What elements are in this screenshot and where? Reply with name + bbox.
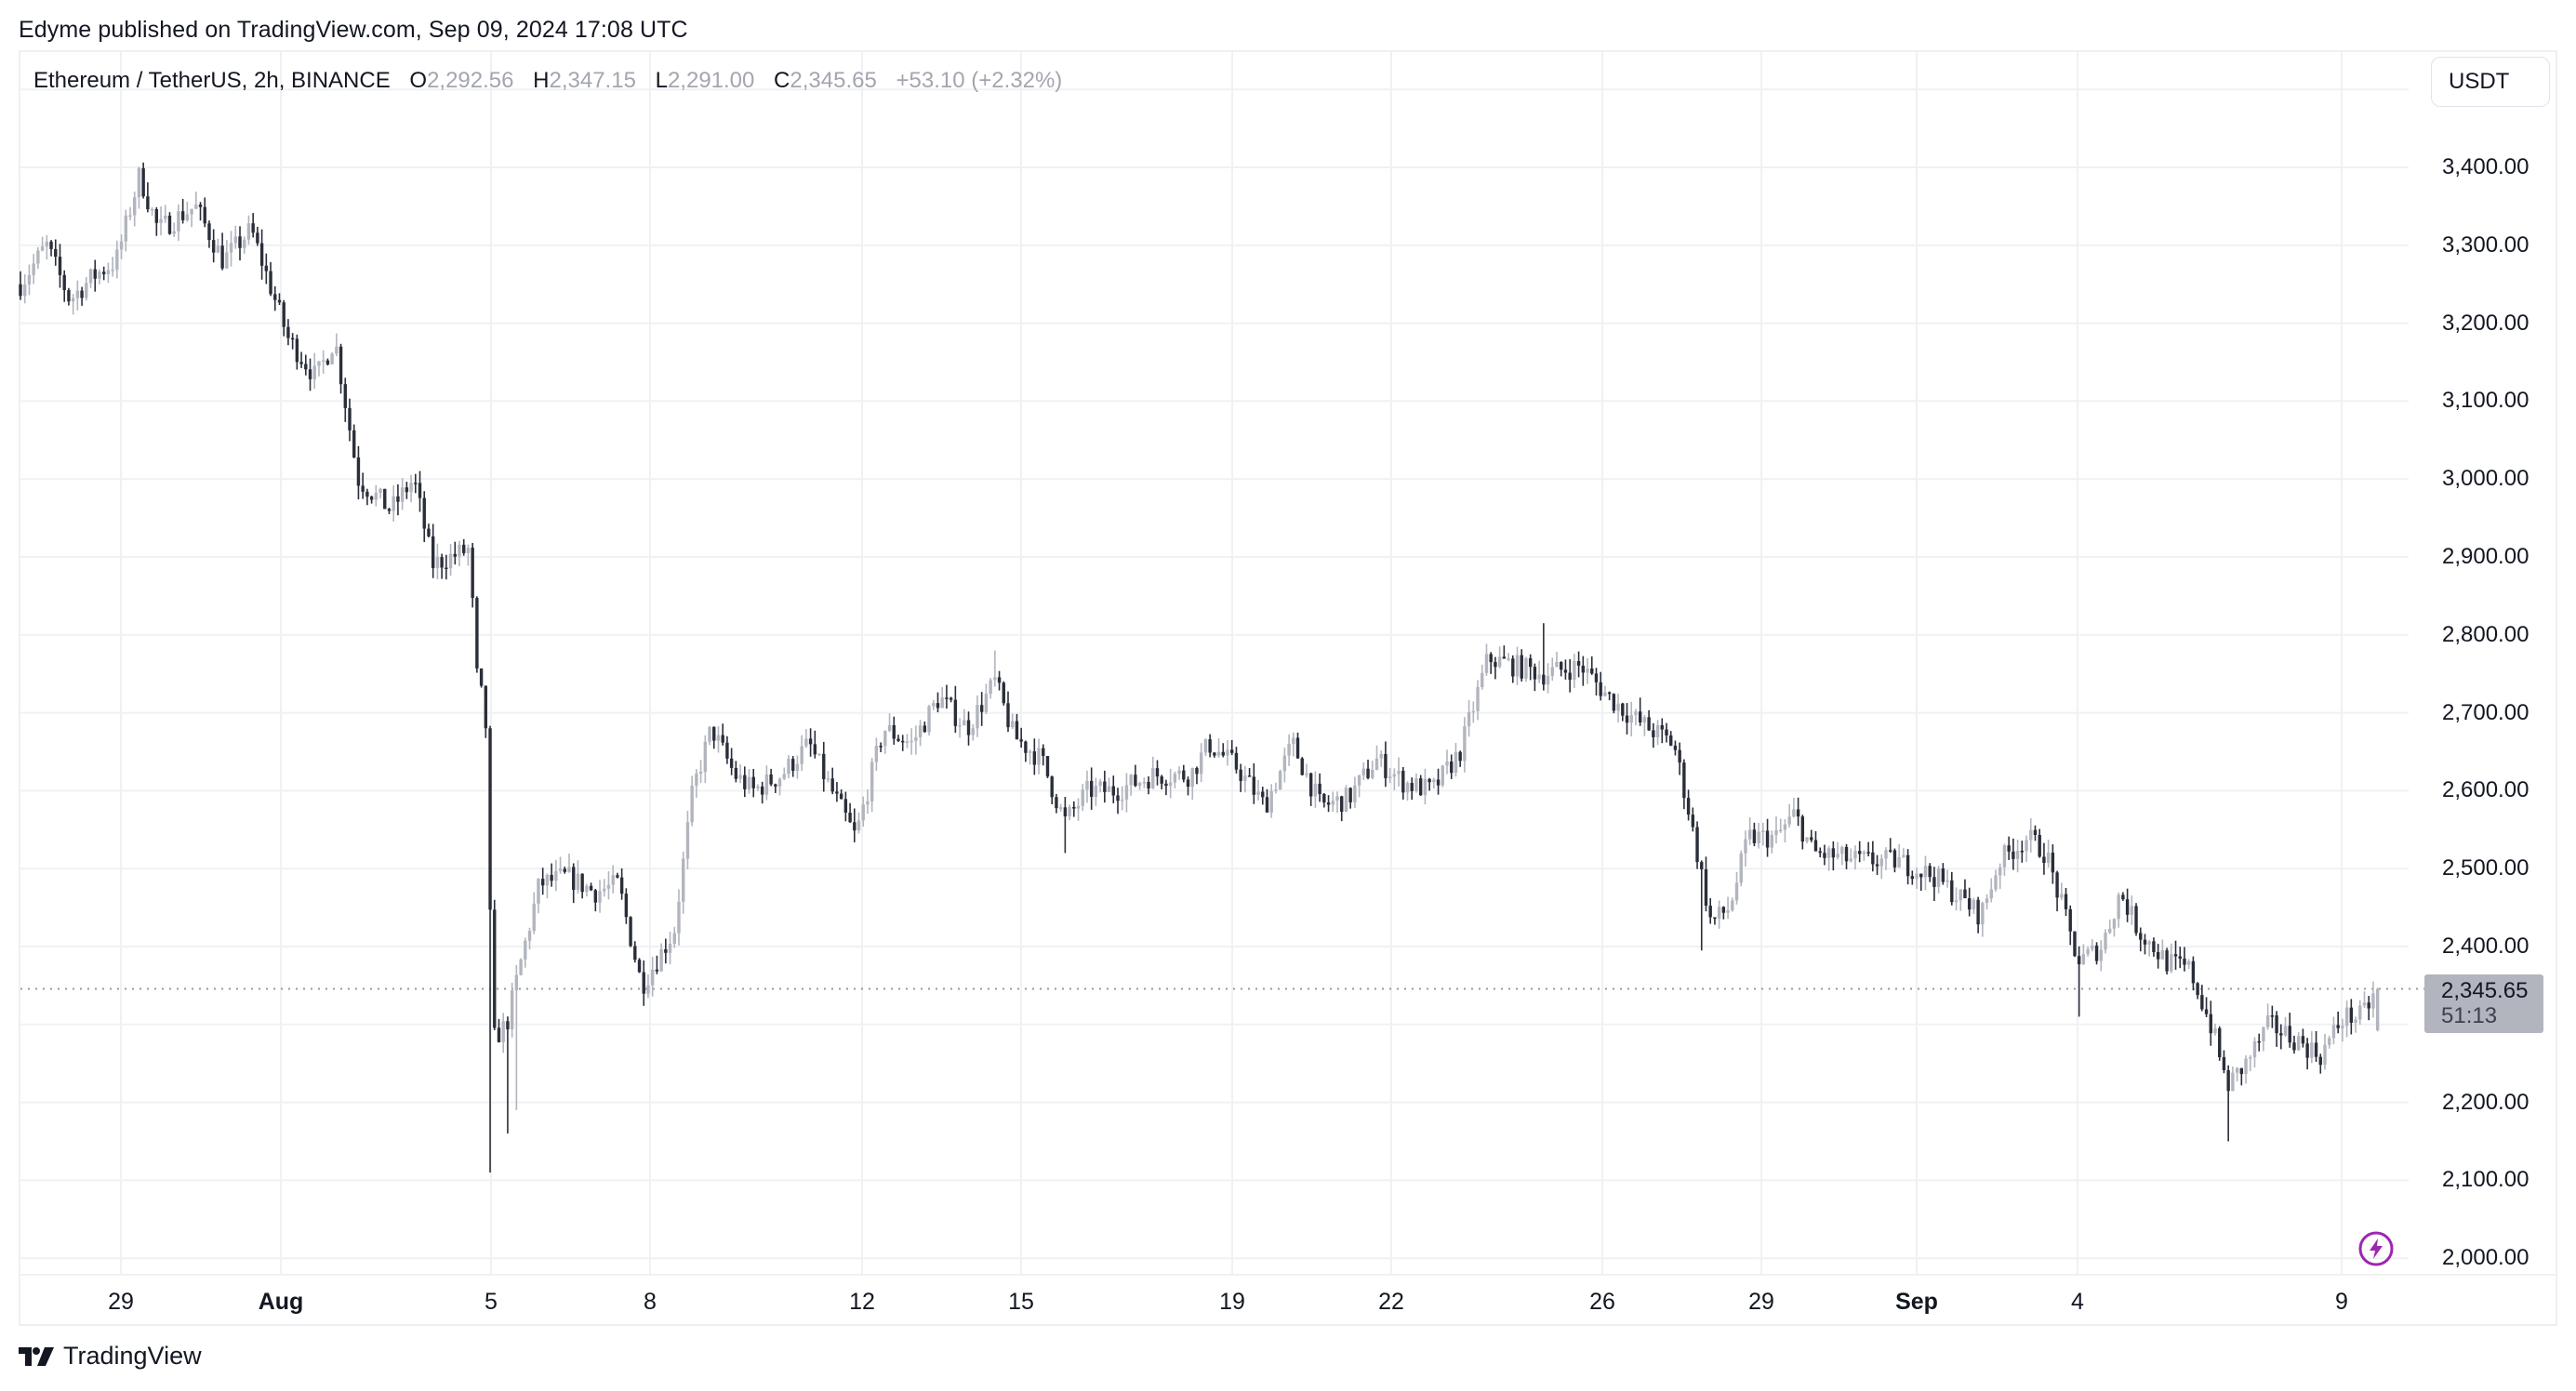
time-axis-label: 22 (1378, 1289, 1404, 1315)
last-price: 2,345.65 (2441, 978, 2529, 1003)
high-value: 2,347.15 (549, 68, 636, 93)
tradingview-logo-icon (19, 1346, 54, 1366)
close-value: 2,345.65 (790, 68, 877, 93)
time-axis-label: 4 (2071, 1289, 2084, 1315)
price-axis-label: 2,400.00 (2442, 934, 2530, 959)
price-axis-label: 2,600.00 (2442, 777, 2530, 803)
currency-button[interactable]: USDT (2431, 57, 2550, 107)
price-axis-label: 2,900.00 (2442, 544, 2530, 569)
price-axis-label: 3,200.00 (2442, 310, 2530, 336)
time-axis-label: 12 (849, 1289, 875, 1315)
price-axis-label: 3,100.00 (2442, 388, 2530, 414)
brand-name: TradingView (63, 1342, 202, 1370)
chart-frame (19, 50, 2557, 1326)
price-axis-label: 3,000.00 (2442, 466, 2530, 492)
time-axis-label: 29 (1748, 1289, 1774, 1315)
price-axis-label: 2,800.00 (2442, 621, 2530, 647)
time-axis-label: 9 (2335, 1289, 2348, 1315)
last-price-tag: 2,345.65 51:13 (2424, 974, 2543, 1033)
price-axis-label: 3,300.00 (2442, 232, 2530, 258)
price-axis-label: 2,700.00 (2442, 699, 2530, 725)
time-axis-label: 8 (644, 1289, 657, 1315)
price-axis-label: 3,400.00 (2442, 154, 2530, 179)
close-label: C (774, 68, 790, 93)
price-axis-label: 2,200.00 (2442, 1089, 2530, 1115)
time-axis-label: Sep (1895, 1289, 1938, 1315)
low-label: L (655, 68, 668, 93)
time-axis-label: 26 (1589, 1289, 1615, 1315)
price-axis-label: 2,000.00 (2442, 1245, 2530, 1271)
symbol-title: Ethereum / TetherUS, 2h, BINANCE (33, 68, 391, 93)
time-axis-label: 5 (485, 1289, 498, 1315)
change-value: +53.10 (+2.32%) (896, 68, 1063, 93)
tradingview-logo[interactable]: TradingView (19, 1342, 202, 1371)
symbol-legend: Ethereum / TetherUS, 2h, BINANCE O2,292.… (33, 68, 1062, 94)
time-axis-label: 29 (108, 1289, 134, 1315)
low-value: 2,291.00 (667, 68, 755, 93)
bar-countdown: 51:13 (2441, 1003, 2498, 1028)
currency-label: USDT (2449, 69, 2510, 94)
high-label: H (533, 68, 550, 93)
chart-grid (20, 52, 2557, 1276)
time-axis-label: Aug (258, 1289, 304, 1315)
time-axis-label: 15 (1008, 1289, 1034, 1315)
time-axis-label: 19 (1219, 1289, 1245, 1315)
lightning-icon[interactable] (2357, 1230, 2395, 1267)
candles (19, 162, 2380, 1173)
open-label: O (409, 68, 428, 93)
publish-info: Edyme published on TradingView.com, Sep … (19, 17, 688, 43)
open-value: 2,292.56 (427, 68, 514, 93)
price-axis-label: 2,500.00 (2442, 855, 2530, 881)
price-axis-label: 2,100.00 (2442, 1167, 2530, 1193)
